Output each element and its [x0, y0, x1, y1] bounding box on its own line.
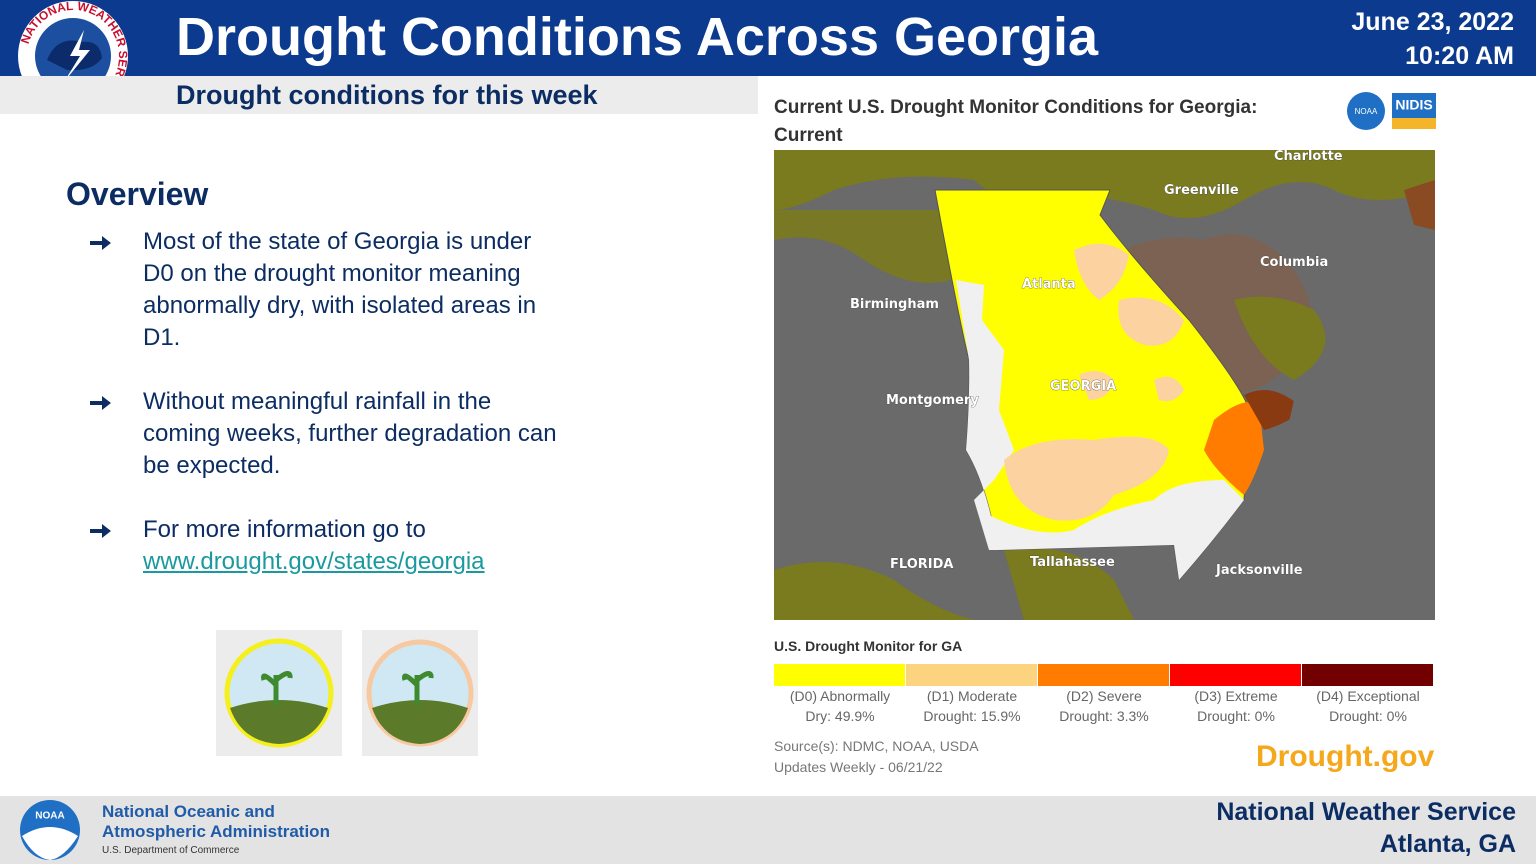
link[interactable]: www.drought.gov/states/georgia [143, 548, 485, 575]
updates: Updates Weekly - 06/21/22 [774, 759, 943, 775]
arrow [90, 236, 111, 250]
bullet: For more information go to www.drought.g… [88, 514, 558, 578]
legend-label: Drought: 3.3% [1059, 708, 1149, 724]
legend-label: (D1) Moderate [926, 688, 1018, 704]
place-label: FLORIDA [890, 557, 953, 572]
place-label: Atlanta [1022, 277, 1076, 292]
map-title: Current U.S. Drought Monitor Conditions … [774, 97, 1258, 146]
arrow [90, 396, 111, 410]
legend-swatch [774, 664, 905, 686]
footer [0, 796, 1536, 864]
map-logos: NOAA NIDIS [1347, 92, 1436, 130]
legend-label: (D3) Extreme [1194, 688, 1278, 704]
source: Source(s): NDMC, NOAA, USDA [774, 738, 979, 754]
dept: U.S. Department of Commerce [102, 845, 240, 856]
legend-label: Drought: 0% [1197, 708, 1275, 724]
legend-title: U.S. Drought Monitor for GA [774, 638, 963, 654]
subtitle-bar [0, 76, 760, 114]
legend-swatch [1302, 664, 1433, 686]
place-label: Jacksonville [1215, 563, 1303, 578]
drought-icons [216, 630, 478, 756]
overview-heading: Overview [66, 176, 209, 212]
place-label: Montgomery [886, 393, 979, 408]
bullet: Without meaningful rainfall in the comin… [88, 386, 558, 482]
legend-swatch [1170, 664, 1301, 686]
noaa-badge: NOAA [1355, 107, 1378, 116]
legend-label: Dry: 49.9% [805, 708, 875, 724]
date: June 23, 2022 [1351, 8, 1514, 36]
bullet-text: Most of the state of Georgia is under D0… [143, 228, 537, 351]
noaa-logo-text: NOAA [35, 811, 64, 822]
header-bar [0, 0, 1536, 76]
noaa-logo: NOAA [20, 800, 80, 860]
brand: Drought.gov [1256, 740, 1435, 773]
bullet: Most of the state of Georgia is under D0… [88, 226, 558, 354]
legend-label: (D0) Abnormally [789, 688, 891, 704]
drought-map: Charlotte Greenville Columbia Atlanta Bi… [774, 150, 1435, 620]
legend-label: Drought: 0% [1329, 708, 1407, 724]
legend-swatch [1038, 664, 1169, 686]
place-label: Birmingham [850, 297, 939, 312]
legend-label: (D4) Exceptional [1316, 688, 1420, 704]
org-line: Atmospheric Administration [102, 822, 330, 841]
office: Atlanta, GA [1379, 830, 1516, 858]
bullet-text: For more information go to [143, 516, 426, 543]
place-label: Charlotte [1274, 150, 1343, 164]
nws: National Weather Service [1216, 798, 1516, 826]
bullet-text: Without meaningful rainfall in the comin… [143, 388, 557, 479]
title: Drought Conditions Across Georgia [176, 7, 1099, 67]
org-line: National Oceanic and [102, 802, 275, 821]
legend-label: (D2) Severe [1066, 688, 1142, 704]
legend-label: Drought: 15.9% [923, 708, 1021, 724]
subtitle: Drought conditions for this week [176, 80, 598, 110]
time: 10:20 AM [1405, 42, 1514, 70]
place-label: Greenville [1164, 183, 1239, 198]
legend-swatch [906, 664, 1037, 686]
arrow [90, 524, 111, 538]
place-label: GEORGIA [1050, 379, 1116, 394]
place-label: Tallahassee [1030, 555, 1115, 570]
place-label: Columbia [1260, 255, 1328, 270]
nidis-badge: NIDIS [1395, 97, 1432, 113]
